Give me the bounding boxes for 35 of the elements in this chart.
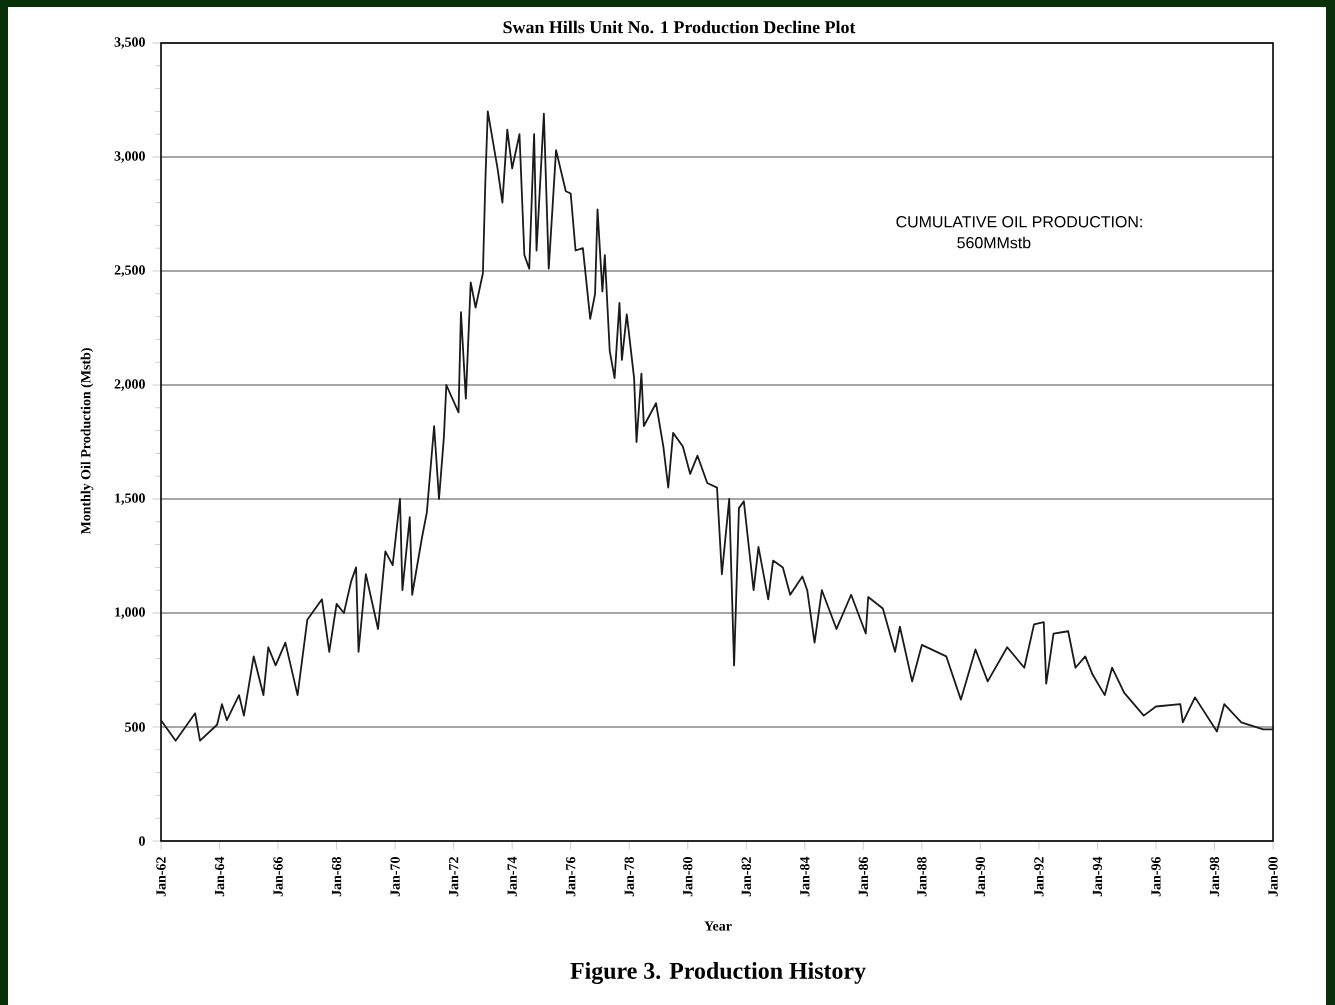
x-tick-label: Jan-94 [1092,856,1103,897]
x-tick-label: Jan-82 [741,857,751,897]
x-tick-label: Jan-72 [448,857,459,897]
y-tick-label: 500 [125,722,145,732]
x-tick-label: Jan-86 [858,856,869,897]
x-tick-label: Jan-64 [214,856,225,897]
x-tick-label: Jan-76 [566,856,576,897]
x-tick-label: Jan-90 [975,857,986,897]
annotation: CUMULATIVE OIL PRODUCTION: [896,216,1142,228]
x-tick-label: Jan-74 [507,856,517,897]
x-axis-title: Year [704,921,732,931]
x-tick-label: Jan-62 [156,857,166,897]
annotation: 560MMstb [957,236,1031,249]
x-tick-label: Jan-88 [917,857,927,897]
x-tick-label: Jan-68 [331,857,342,897]
x-tick-label: Jan-78 [624,857,634,897]
x-tick-label: Jan-80 [683,857,693,897]
x-tick-label: Jan-84 [800,856,810,897]
x-tick-label: Jan-00 [1268,857,1278,897]
y-tick-label: 1,500 [115,493,145,505]
chart-title: Swan Hills Unit No. 1 Production Decline Plot [503,20,856,34]
y-tick-label: 1,000 [115,607,145,619]
x-tick-label: Jan-96 [1151,856,1161,897]
y-tick-label: 2,000 [114,379,145,391]
x-tick-label: Jan-92 [1034,857,1044,897]
y-tick-label: 0 [139,836,145,846]
x-tick-label: Jan-66 [273,856,283,897]
x-tick-label: Jan-98 [1209,857,1220,897]
y-tick-label: 3,000 [114,151,145,163]
y-tick-label: 3,500 [114,37,145,49]
caption: Figure 3. Production History [570,962,866,984]
y-tick-label: 2,500 [114,265,145,277]
line-series [160,110,1274,742]
x-tick-label: Jan-70 [390,857,400,897]
y-axis-title: Monthly Oil Production (Mstb) [80,348,94,535]
